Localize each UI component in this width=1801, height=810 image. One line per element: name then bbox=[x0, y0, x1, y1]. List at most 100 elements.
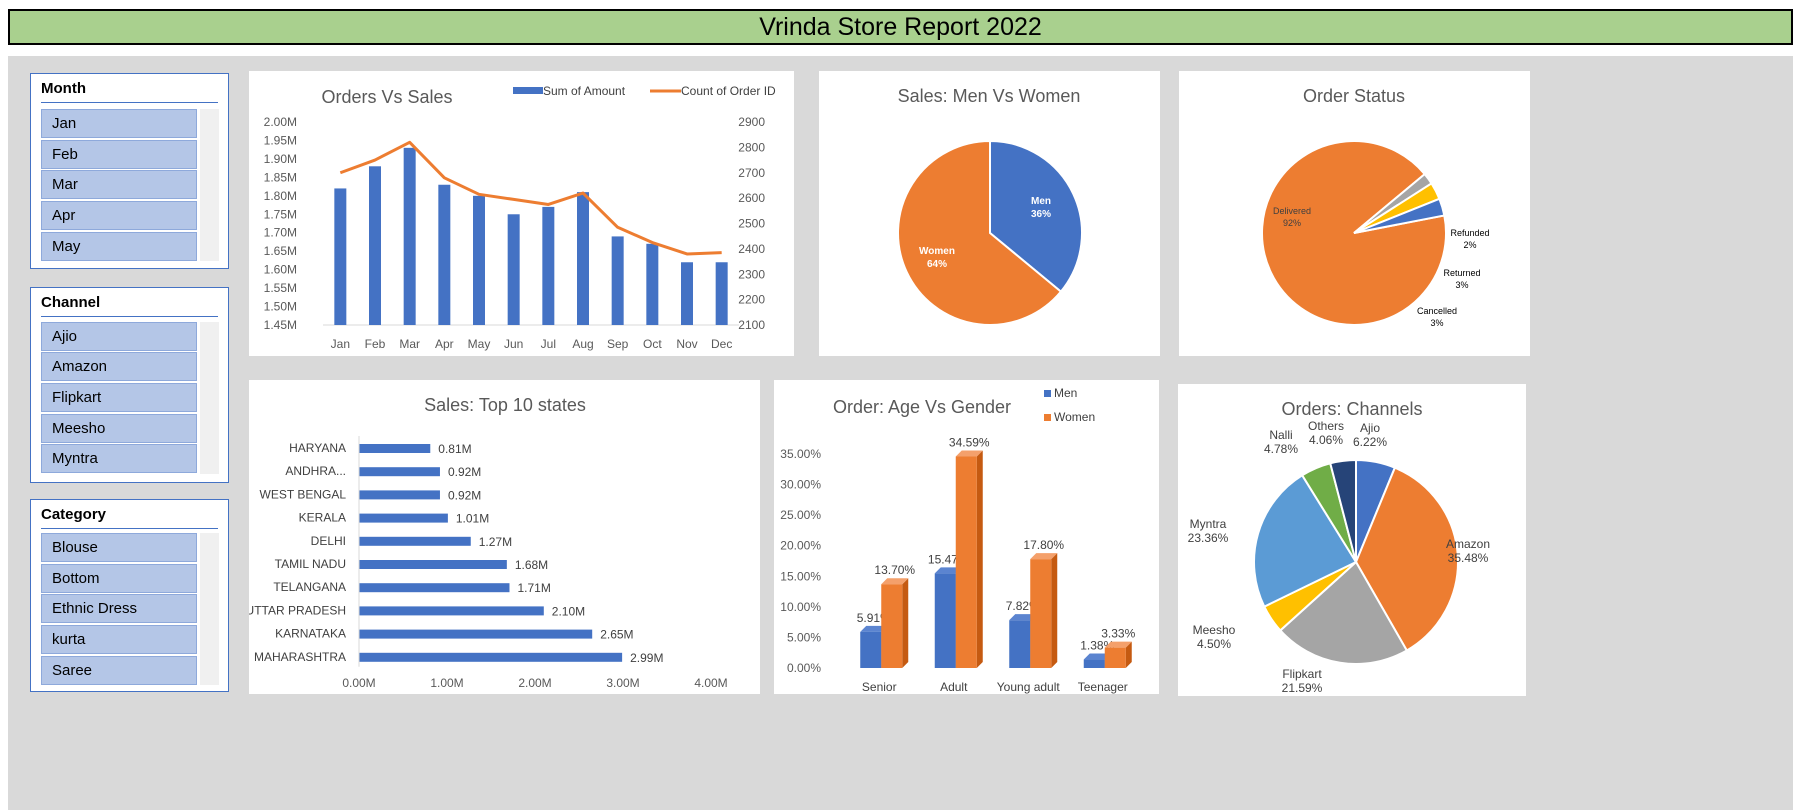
pie-slice-women bbox=[897, 139, 1063, 326]
men-vs-women-chart: Sales: Men Vs Women Men 36% Women 64% bbox=[897, 86, 1083, 326]
slicer-item-saree[interactable]: Saree bbox=[41, 656, 197, 685]
data-label-women: Women bbox=[919, 246, 955, 257]
data-label-women-teenager: 3.33% bbox=[1101, 627, 1135, 641]
bar-men-senior bbox=[860, 631, 882, 668]
y-tick-label: 20.00% bbox=[780, 539, 821, 553]
chart-title: Sales: Top 10 states bbox=[424, 395, 586, 415]
x-tick-label: Jul bbox=[541, 337, 556, 351]
slicer-item-feb[interactable]: Feb bbox=[41, 140, 197, 169]
channel-slicer-scrollbar[interactable] bbox=[200, 322, 219, 474]
y-tick-right: 2700 bbox=[738, 166, 765, 180]
slicer-item-meesho[interactable]: Meesho bbox=[41, 414, 197, 443]
month-slicer-scrollbar[interactable] bbox=[200, 109, 219, 261]
bar-top-women-teenager bbox=[1104, 641, 1132, 648]
bar-mar bbox=[403, 147, 416, 325]
data-value-delivered: 92% bbox=[1283, 218, 1301, 228]
men-vs-women-panel[interactable]: Sales: Men Vs Women Men 36% Women 64% bbox=[819, 71, 1160, 356]
bar-top-women-adult bbox=[955, 450, 983, 457]
legend-swatch-men bbox=[1044, 390, 1051, 397]
slicer-item-ethnic-dress[interactable]: Ethnic Dress bbox=[41, 594, 197, 623]
x-tick-label: 4.00M bbox=[694, 676, 727, 690]
bar-apr bbox=[438, 184, 451, 325]
bar-jul bbox=[542, 206, 555, 325]
bar-telangana bbox=[359, 583, 510, 593]
slicer-item-apr[interactable]: Apr bbox=[41, 201, 197, 230]
data-label-myntra: Myntra bbox=[1190, 517, 1227, 531]
slicer-item-ajio[interactable]: Ajio bbox=[41, 322, 197, 351]
data-label-men: Men bbox=[1031, 196, 1051, 207]
top-states-panel[interactable]: Sales: Top 10 states HARYANA 0.81M ANDHRA..… bbox=[246, 380, 760, 694]
y-tick-left: 1.50M bbox=[264, 300, 297, 314]
slicer-item-may[interactable]: May bbox=[41, 232, 197, 261]
bar-men-teenager bbox=[1083, 659, 1105, 668]
chart-title: Orders Vs Sales bbox=[321, 87, 452, 107]
bar-side-women-adult bbox=[976, 450, 983, 668]
bar-side-women-senior bbox=[902, 578, 909, 668]
y-tick-right: 2400 bbox=[738, 242, 765, 256]
bar-side-women-teenager bbox=[1125, 641, 1132, 668]
x-tick-label: 1.00M bbox=[430, 676, 463, 690]
slicer-item-bottom[interactable]: Bottom bbox=[41, 564, 197, 593]
x-tick-label: Aug bbox=[572, 337, 593, 351]
channels-panel[interactable]: Orders: Channels Ajio 6.22% Amazon 35.48% Fli… bbox=[1178, 384, 1526, 696]
order-status-panel[interactable]: Order Status Delivered 92% Refunded 2% Return… bbox=[1179, 71, 1530, 356]
bar-top-men-senior bbox=[860, 625, 888, 632]
pie-slice-others bbox=[1329, 458, 1357, 563]
data-value-meesho: 4.50% bbox=[1197, 637, 1231, 651]
orders-vs-sales-chart: Orders Vs Sales Sum of Amount Count of Ord… bbox=[264, 84, 776, 351]
bar-top-men-teenager bbox=[1083, 653, 1111, 660]
data-value-cancelled: 3% bbox=[1430, 318, 1443, 328]
bar-side-women-young-adult bbox=[1051, 553, 1058, 668]
y-tick-label: MAHARASHTRA bbox=[254, 650, 346, 664]
y-tick-label: KERALA bbox=[299, 511, 346, 525]
y-tick-left: 1.45M bbox=[264, 318, 297, 332]
slicer-item-mar[interactable]: Mar bbox=[41, 170, 197, 199]
slicer-item-flipkart[interactable]: Flipkart bbox=[41, 383, 197, 412]
slicer-item-kurta[interactable]: kurta bbox=[41, 625, 197, 654]
age-vs-gender-panel[interactable]: Order: Age Vs Gender Men Women 35.00% 30.00%… bbox=[774, 380, 1159, 694]
data-value-refunded: 2% bbox=[1463, 240, 1476, 250]
bar-men-young-adult bbox=[1009, 620, 1031, 668]
y-tick-label: 25.00% bbox=[780, 508, 821, 522]
bar-karnataka bbox=[359, 629, 593, 639]
bar-women-young-adult bbox=[1030, 559, 1052, 668]
bar-sep bbox=[611, 236, 624, 325]
bar-top-women-senior bbox=[881, 578, 909, 585]
category-slicer-scrollbar[interactable] bbox=[200, 533, 219, 685]
bar-top-men-young-adult bbox=[1009, 614, 1037, 621]
data-label-cancelled: Cancelled bbox=[1417, 306, 1457, 316]
y-tick-right: 2200 bbox=[738, 293, 765, 307]
y-tick-label: 5.00% bbox=[787, 630, 821, 644]
bar-women-adult bbox=[955, 456, 977, 668]
bar-haryana bbox=[359, 444, 431, 453]
slicer-item-myntra[interactable]: Myntra bbox=[41, 444, 197, 473]
x-tick-label: 0.00M bbox=[342, 676, 375, 690]
x-tick-label: Dec bbox=[711, 337, 732, 351]
bar-uttar-pradesh bbox=[359, 606, 544, 616]
x-tick-label: Jan bbox=[331, 337, 350, 351]
slicer-item-jan[interactable]: Jan bbox=[41, 109, 197, 138]
data-value-nalli: 4.78% bbox=[1264, 442, 1298, 456]
y-tick-left: 1.70M bbox=[264, 226, 297, 240]
x-tick-label: Sep bbox=[607, 337, 629, 351]
bar-delhi bbox=[359, 536, 471, 546]
data-label-amazon: Amazon bbox=[1446, 537, 1490, 551]
y-tick-left: 1.85M bbox=[264, 170, 297, 184]
data-label-delhi: 1.27M bbox=[479, 535, 512, 549]
data-value-amazon: 35.48% bbox=[1448, 551, 1489, 565]
legend-swatch-sum-of-amount bbox=[513, 87, 543, 94]
x-tick-label: Feb bbox=[365, 337, 386, 351]
data-label-andhra: 0.92M bbox=[448, 465, 481, 479]
data-label-women-senior: 13.70% bbox=[874, 563, 915, 577]
x-tick-label: Senior bbox=[862, 680, 897, 694]
month-slicer: Month Jan Feb Mar Apr May bbox=[30, 73, 229, 269]
bar-top-women-young-adult bbox=[1030, 553, 1058, 560]
orders-vs-sales-panel[interactable]: Orders Vs Sales Sum of Amount Count of Ord… bbox=[249, 71, 794, 356]
pie-slice-men bbox=[989, 139, 1083, 294]
report-title: Vrinda Store Report 2022 bbox=[8, 9, 1793, 45]
slicer-item-amazon[interactable]: Amazon bbox=[41, 352, 197, 381]
x-tick-label: Nov bbox=[676, 337, 697, 351]
bar-jun bbox=[507, 214, 520, 325]
data-label-women-adult: 34.59% bbox=[949, 436, 990, 450]
slicer-item-blouse[interactable]: Blouse bbox=[41, 533, 197, 562]
